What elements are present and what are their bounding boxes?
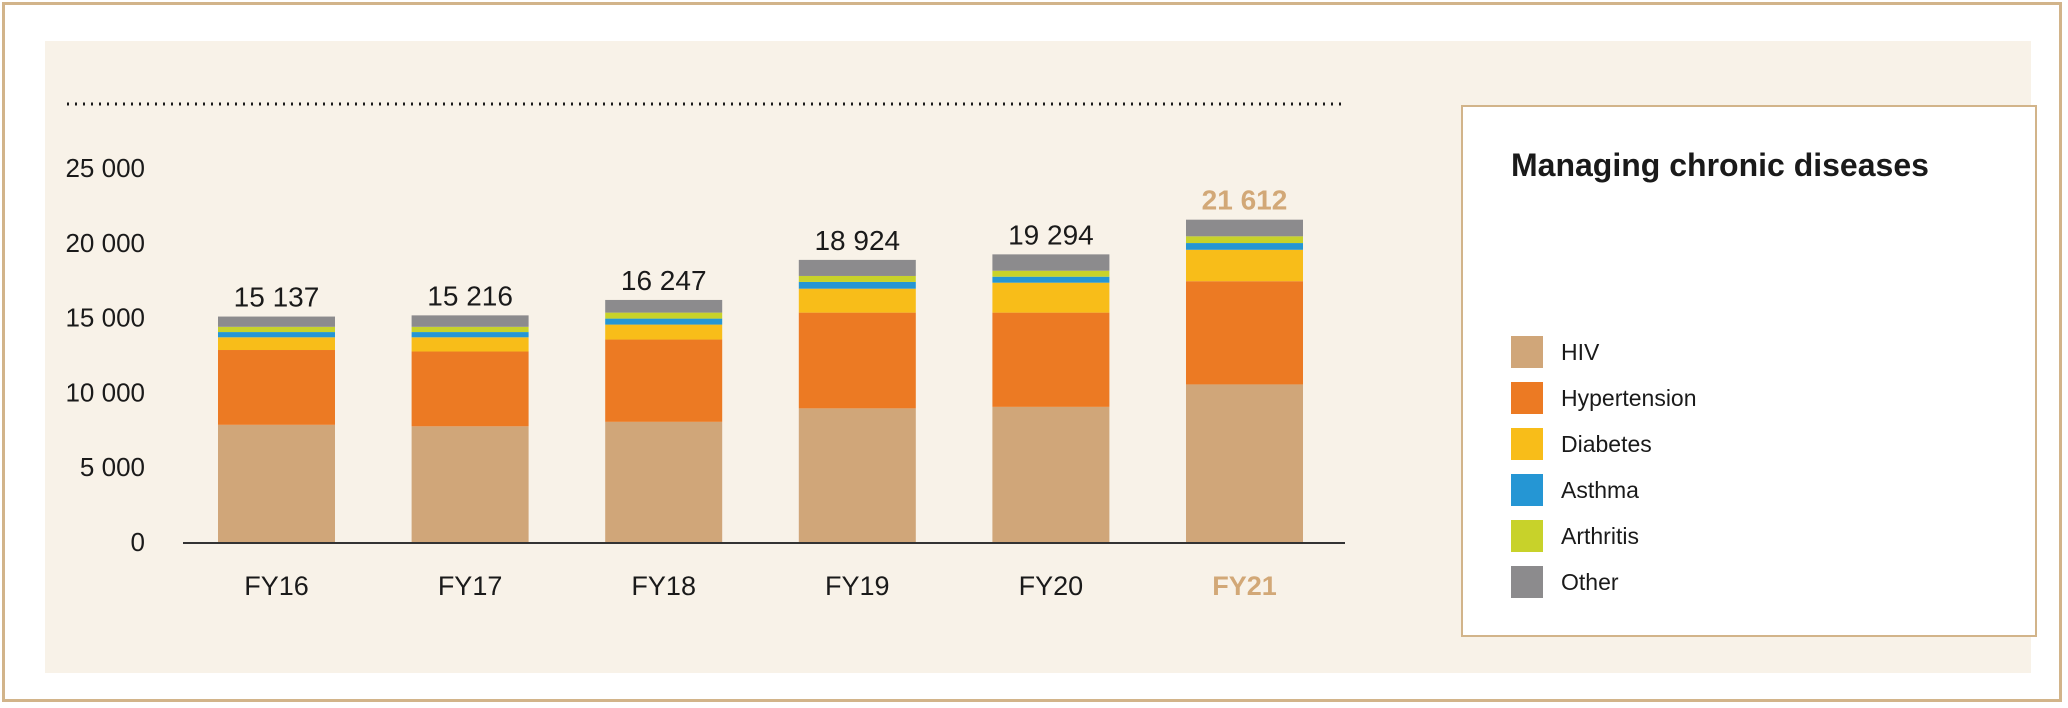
legend-label: Other xyxy=(1561,568,1619,595)
total-labels: 15 137 15 216 16 247 18 924 19 294 21 612 xyxy=(234,185,1288,313)
bar-arthritis-fy21 xyxy=(1186,236,1303,244)
bar-other-fy18 xyxy=(605,299,723,313)
bar-diabetes-fy16 xyxy=(218,337,335,351)
bar-hypertension-fy20 xyxy=(992,312,1110,407)
bar-diabetes-fy21 xyxy=(1186,249,1303,282)
total-label: 19 294 xyxy=(1008,219,1094,250)
bar-diabetes-fy17 xyxy=(411,337,529,352)
bar-asthma-fy16 xyxy=(218,332,335,338)
bar-hypertension-fy21 xyxy=(1186,281,1303,385)
bar-asthma-fy19 xyxy=(798,281,916,289)
bar-asthma-fy21 xyxy=(1186,243,1303,250)
legend-item-hiv: HIV xyxy=(1511,335,1599,369)
y-tick-label: 5 000 xyxy=(80,452,145,482)
bar-arthritis-fy18 xyxy=(605,312,723,319)
x-tick-label: FY19 xyxy=(825,571,890,601)
bar-diabetes-fy18 xyxy=(605,324,723,340)
legend-swatch xyxy=(1511,336,1543,368)
total-label: 21 612 xyxy=(1202,185,1288,216)
total-label: 15 216 xyxy=(427,280,513,311)
bar-hiv-fy17 xyxy=(411,426,529,543)
bar-other-fy16 xyxy=(218,316,335,327)
bar-arthritis-fy20 xyxy=(992,270,1110,277)
legend-item-hypertension: Hypertension xyxy=(1511,381,1697,415)
x-tick-label: FY16 xyxy=(244,571,309,601)
x-tick-label: FY17 xyxy=(438,571,503,601)
total-label: 18 924 xyxy=(814,225,900,256)
bar-other-fy17 xyxy=(411,315,529,327)
bar-arthritis-fy17 xyxy=(411,326,529,333)
legend-label: Arthritis xyxy=(1561,522,1639,549)
chart-title: Managing chronic diseases xyxy=(1511,147,1929,183)
legend-label: Asthma xyxy=(1561,476,1639,503)
bar-asthma-fy20 xyxy=(992,276,1110,283)
legend-label: Hypertension xyxy=(1561,384,1697,411)
legend-item-diabetes: Diabetes xyxy=(1511,427,1652,461)
bar-other-fy21 xyxy=(1186,219,1303,237)
legend-swatch xyxy=(1511,566,1543,598)
legend-item-arthritis: Arthritis xyxy=(1511,519,1639,553)
legend-item-asthma: Asthma xyxy=(1511,473,1639,507)
bar-other-fy20 xyxy=(992,254,1110,271)
total-label: 16 247 xyxy=(621,265,707,296)
bar-other-fy19 xyxy=(798,259,916,276)
bar-hiv-fy19 xyxy=(798,408,916,543)
bar-diabetes-fy19 xyxy=(798,288,916,313)
y-axis: 0 5 000 10 000 15 000 20 000 25 000 xyxy=(65,153,145,557)
bar-hypertension-fy17 xyxy=(411,351,529,427)
y-tick-label: 10 000 xyxy=(65,377,145,407)
bar-diabetes-fy20 xyxy=(992,282,1110,313)
legend-item-other: Other xyxy=(1511,565,1619,599)
y-tick-label: 25 000 xyxy=(65,153,145,183)
bar-arthritis-fy16 xyxy=(218,326,335,333)
bar-hypertension-fy16 xyxy=(218,350,335,425)
bar-asthma-fy17 xyxy=(411,332,529,338)
x-axis-labels: FY16 FY17 FY18 FY19 FY20 FY21 xyxy=(244,571,1277,601)
legend-label: Diabetes xyxy=(1561,430,1652,457)
legend-swatch xyxy=(1511,474,1543,506)
legend-swatch xyxy=(1511,520,1543,552)
y-tick-label: 15 000 xyxy=(65,303,145,333)
x-tick-label: FY21 xyxy=(1212,571,1277,601)
legend-swatch xyxy=(1511,382,1543,414)
bar-hiv-fy21 xyxy=(1186,384,1303,543)
legend-swatch xyxy=(1511,428,1543,460)
bar-hypertension-fy18 xyxy=(605,339,723,422)
legend-label: HIV xyxy=(1561,338,1600,365)
y-tick-label: 20 000 xyxy=(65,228,145,258)
bar-arthritis-fy19 xyxy=(798,275,916,282)
bars xyxy=(218,219,1303,543)
legend-box: Managing chronic diseases HIV Hypertensio… xyxy=(1461,105,2037,637)
bar-hypertension-fy19 xyxy=(798,312,916,409)
bar-hiv-fy16 xyxy=(218,424,335,543)
y-tick-label: 0 xyxy=(131,527,145,557)
x-tick-label: FY20 xyxy=(1019,571,1084,601)
bar-hiv-fy20 xyxy=(992,406,1110,543)
x-tick-label: FY18 xyxy=(631,571,696,601)
bar-hiv-fy18 xyxy=(605,421,723,543)
bar-asthma-fy18 xyxy=(605,318,723,325)
total-label: 15 137 xyxy=(234,282,320,313)
